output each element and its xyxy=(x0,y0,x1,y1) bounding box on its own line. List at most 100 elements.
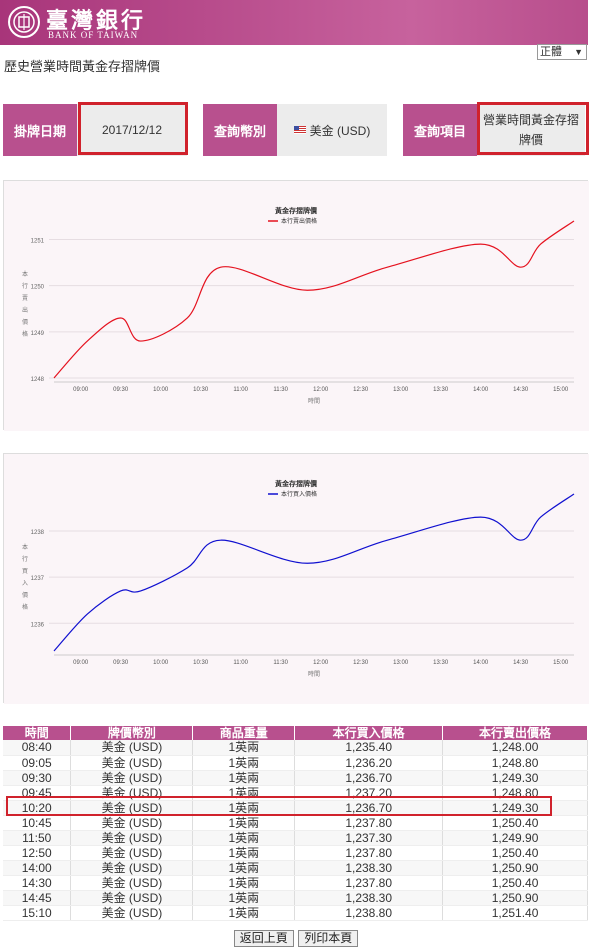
cell-currency: 美金 (USD) xyxy=(70,845,194,861)
x-axis-label: 時間 xyxy=(308,670,320,678)
y-tick-label: 1249 xyxy=(31,331,45,337)
x-tick-label: 11:00 xyxy=(233,660,248,666)
bank-logo-text[interactable]: 臺灣銀行 xyxy=(46,8,147,34)
x-tick-label: 14:30 xyxy=(513,387,529,393)
cell-sell: 1,250.40 xyxy=(442,815,588,831)
cell-weight: 1英兩 xyxy=(192,830,296,846)
highlight-box xyxy=(6,796,552,816)
cell-time: 14:45 xyxy=(3,890,72,906)
table-row: 08:40 美金 (USD) 1英兩 1,235.40 1,248.00 xyxy=(3,740,588,756)
table-row: 12:50 美金 (USD) 1英兩 1,237.80 1,250.40 xyxy=(3,845,588,861)
cell-currency: 美金 (USD) xyxy=(70,815,194,831)
cell-buy: 1,237.30 xyxy=(294,830,444,846)
bank-logo-english: BANK OF TAIWAN xyxy=(48,30,139,40)
legend-label: 本行買入價格 xyxy=(281,490,317,498)
cell-buy: 1,238.30 xyxy=(294,860,444,876)
chevron-down-icon: ▼ xyxy=(574,47,583,57)
cell-currency: 美金 (USD) xyxy=(70,860,194,876)
filter-currency-value[interactable]: 美金 (USD) xyxy=(277,104,387,156)
cell-weight: 1英兩 xyxy=(192,890,296,906)
x-tick-label: 14:00 xyxy=(473,660,489,666)
cell-weight: 1英兩 xyxy=(192,770,296,786)
x-tick-label: 09:00 xyxy=(73,387,89,393)
cell-sell: 1,250.40 xyxy=(442,845,588,861)
cell-currency: 美金 (USD) xyxy=(70,755,194,771)
cell-weight: 1英兩 xyxy=(192,845,296,861)
col-header-buy: 本行買入價格 xyxy=(294,726,444,740)
us-flag-icon xyxy=(293,126,306,134)
cell-sell: 1,249.30 xyxy=(442,770,588,786)
cell-buy: 1,237.80 xyxy=(294,875,444,891)
filter-item-label: 查詢項目 xyxy=(403,104,477,156)
cell-currency: 美金 (USD) xyxy=(70,890,194,906)
col-header-currency: 牌價幣別 xyxy=(70,726,194,740)
col-header-sell: 本行賣出價格 xyxy=(442,726,588,740)
site-header: 臺灣銀行 BANK OF TAIWAN xyxy=(0,0,588,45)
x-tick-label: 14:30 xyxy=(513,660,529,666)
x-tick-label: 10:00 xyxy=(153,387,169,393)
cell-time: 11:50 xyxy=(3,830,72,846)
x-tick-label: 15:00 xyxy=(553,387,569,393)
series-line xyxy=(53,493,575,652)
x-tick-label: 13:30 xyxy=(433,387,449,393)
price-table: 時間 牌價幣別 商品重量 本行買入價格 本行賣出價格 08:40 美金 (USD)… xyxy=(3,726,588,921)
chart-background xyxy=(4,181,589,431)
cell-sell: 1,250.40 xyxy=(442,875,588,891)
x-tick-label: 10:00 xyxy=(153,660,169,666)
cell-buy: 1,238.80 xyxy=(294,905,444,921)
x-tick-label: 11:30 xyxy=(273,660,288,666)
cell-currency: 美金 (USD) xyxy=(70,770,194,786)
cell-currency: 美金 (USD) xyxy=(70,740,194,756)
x-tick-label: 11:00 xyxy=(233,387,248,393)
x-tick-label: 12:00 xyxy=(313,660,329,666)
x-tick-label: 09:00 xyxy=(73,660,89,666)
cell-buy: 1,237.80 xyxy=(294,815,444,831)
x-tick-label: 14:00 xyxy=(473,387,489,393)
cell-time: 10:45 xyxy=(3,815,72,831)
chart-title: 黃金存摺牌價 xyxy=(274,206,318,215)
y-tick-label: 1250 xyxy=(31,285,45,291)
col-header-weight: 商品重量 xyxy=(192,726,296,740)
y-axis-label: 本行買入價格 xyxy=(22,543,28,611)
cell-weight: 1英兩 xyxy=(192,740,296,756)
buy-price-chart: 1236 1237 1238 09:00 09:30 10:00 10:30 11:00 11:… xyxy=(3,453,589,704)
y-tick-label: 1237 xyxy=(31,576,45,582)
language-select[interactable]: 正體 ▼ xyxy=(537,44,587,60)
x-tick-label: 15:00 xyxy=(553,660,569,666)
cell-sell: 1,250.90 xyxy=(442,890,588,906)
cell-time: 08:40 xyxy=(3,740,72,756)
filter-date-value[interactable]: 2017/12/12 xyxy=(77,104,187,156)
filter-currency: 查詢幣別 美金 (USD) xyxy=(203,104,387,156)
x-tick-label: 10:30 xyxy=(193,660,209,666)
table-row: 14:30 美金 (USD) 1英兩 1,237.80 1,250.40 xyxy=(3,875,588,891)
y-tick-label: 1248 xyxy=(31,377,45,383)
sell-price-chart-svg: 1248 1249 1250 1251 09:00 09:30 10:00 10:30 11:0… xyxy=(4,181,589,431)
filter-item: 查詢項目 營業時間黃金存摺牌價 xyxy=(403,104,585,156)
print-button[interactable]: 列印本頁 xyxy=(298,930,359,947)
table-row: 09:05 美金 (USD) 1英兩 1,236.20 1,248.80 xyxy=(3,755,588,771)
table-row: 11:50 美金 (USD) 1英兩 1,237.30 1,249.90 xyxy=(3,830,588,846)
y-tick-label: 1236 xyxy=(31,622,45,628)
x-tick-label: 10:30 xyxy=(193,387,209,393)
table-row: 14:45 美金 (USD) 1英兩 1,238.30 1,250.90 xyxy=(3,890,588,906)
cell-currency: 美金 (USD) xyxy=(70,800,194,816)
chart-title: 黃金存摺牌價 xyxy=(274,479,318,488)
x-tick-label: 11:30 xyxy=(273,387,288,393)
cell-buy: 1,236.70 xyxy=(294,800,444,816)
cell-buy: 1,238.30 xyxy=(294,890,444,906)
back-button[interactable]: 返回上頁 xyxy=(233,930,294,947)
page-title: 歷史營業時間黃金存摺牌價 xyxy=(4,59,161,74)
cell-time: 09:05 xyxy=(3,755,72,771)
cell-sell: 1,248.00 xyxy=(442,740,588,756)
cell-weight: 1英兩 xyxy=(192,875,296,891)
bank-emblem-icon[interactable] xyxy=(8,6,40,38)
buy-price-chart-svg: 1236 1237 1238 09:00 09:30 10:00 10:30 11:00 11:… xyxy=(4,454,589,704)
series-line xyxy=(53,220,575,379)
filter-date: 掛牌日期 2017/12/12 xyxy=(3,104,187,156)
cell-weight: 1英兩 xyxy=(192,860,296,876)
filter-item-value[interactable]: 營業時間黃金存摺牌價 xyxy=(477,104,585,156)
col-header-time: 時間 xyxy=(3,726,72,740)
cell-buy: 1,236.20 xyxy=(294,755,444,771)
x-tick-label: 09:30 xyxy=(113,660,129,666)
y-tick-label: 1238 xyxy=(31,530,45,536)
